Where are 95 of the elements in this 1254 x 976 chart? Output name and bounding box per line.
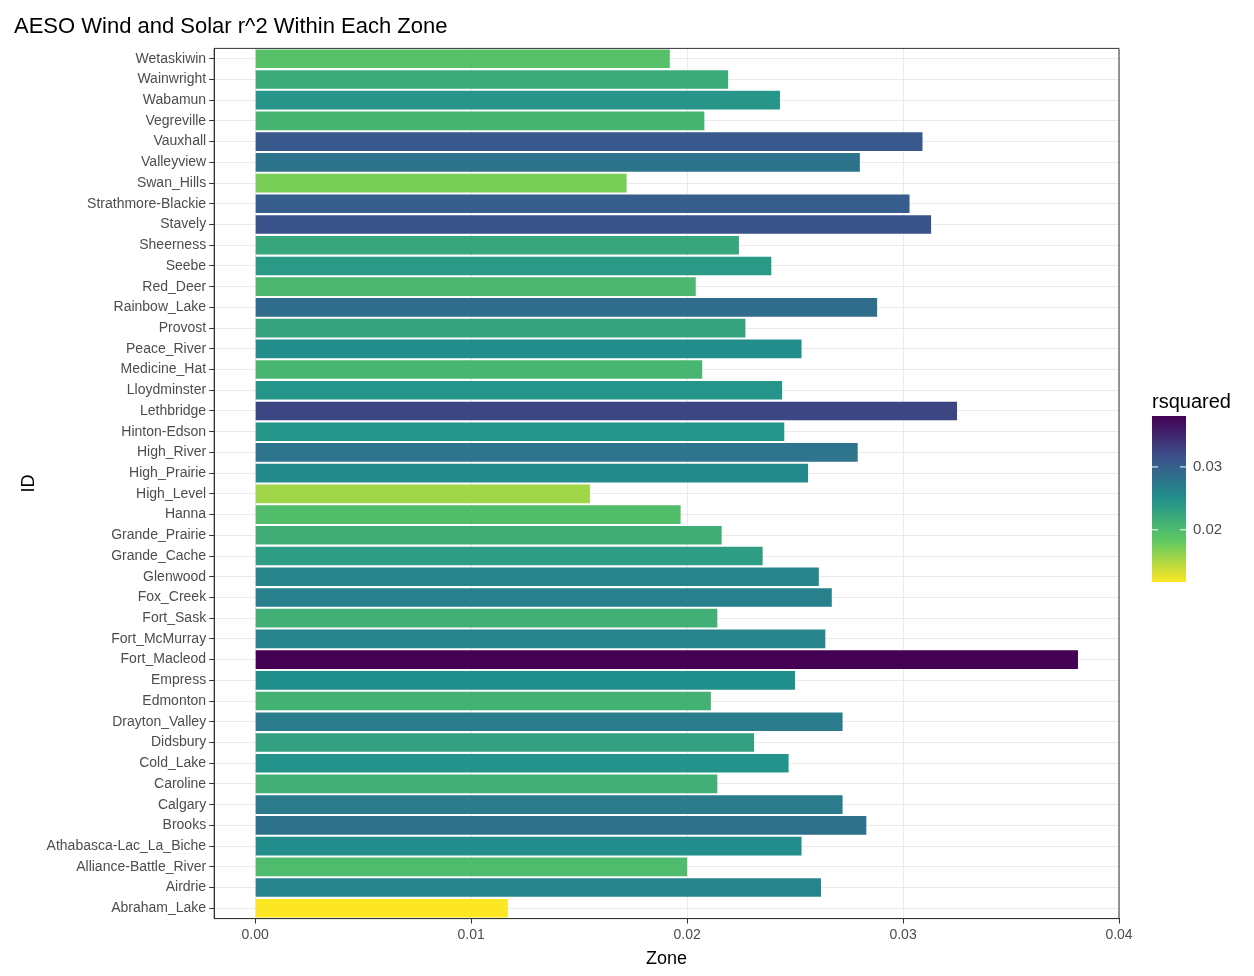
y-tick-label: High_Prairie [129, 464, 207, 480]
y-tick-label: Fort_McMurray [111, 629, 207, 646]
y-tick-label: Vauxhall [153, 132, 207, 149]
bar [255, 463, 809, 483]
y-axis-title: ID [17, 474, 38, 493]
y-tick-label: Edmonton [142, 691, 207, 708]
y-tick-label: Sheerness [139, 236, 207, 253]
bar [255, 401, 958, 421]
bar [255, 546, 763, 566]
color-bar-label: 0.03 [1193, 457, 1223, 475]
y-tick-label: Drayton_Valley [112, 712, 207, 729]
y-tick-label: Seebe [165, 256, 207, 273]
y-tick-label: Stavely [160, 215, 207, 232]
y-tick-label: Abraham_Lake [111, 899, 207, 916]
bar [255, 525, 722, 545]
bar [255, 816, 867, 835]
y-tick-label: Provost [158, 318, 207, 335]
y-tick-label: Fort_Sask [142, 609, 208, 626]
y-tick-label: Wainwright [137, 70, 207, 87]
bar [255, 608, 718, 628]
bar [255, 443, 858, 462]
bar [255, 733, 755, 752]
x-tick-label: 0.03 [889, 925, 917, 942]
bar [255, 380, 783, 400]
bar [255, 753, 789, 773]
y-tick-label: Peace_River [126, 339, 207, 356]
color-bar-label: 0.02 [1193, 519, 1223, 537]
y-tick-label: Alliance-Battle_River [76, 857, 207, 874]
bar [255, 153, 860, 172]
y-tick-label: Wabamun [142, 91, 207, 108]
x-tick-label: 0.02 [673, 925, 701, 942]
bar [255, 774, 718, 794]
bar [255, 173, 627, 193]
bar [255, 194, 910, 214]
x-tick-label: 0.01 [457, 925, 485, 942]
y-tick-label: Rainbow_Lake [113, 298, 207, 315]
y-tick-label: Calgary [157, 795, 207, 812]
y-tick-label: Vegreville [145, 111, 207, 128]
bar [255, 298, 878, 317]
y-tick-label: High_River [136, 443, 207, 460]
bar [255, 111, 705, 131]
x-tick-label: 0.04 [1105, 925, 1133, 942]
y-tick-label: Swan_Hills [136, 173, 207, 190]
y-tick-label: Caroline [154, 774, 207, 791]
y-tick-label: High_Level [136, 484, 207, 501]
y-tick-label: Grande_Prairie [111, 526, 207, 543]
y-tick-label: Empress [150, 671, 207, 688]
bar [255, 484, 590, 504]
bar [255, 671, 796, 690]
bar [255, 132, 923, 151]
bar [255, 49, 670, 69]
y-tick-label: Strathmore-Blackie [87, 194, 207, 211]
x-axis-title: Zone [646, 948, 688, 969]
bar [255, 650, 1078, 669]
y-tick-label: Didsbury [150, 733, 207, 750]
bar [255, 691, 711, 711]
y-tick-label: Athabasca-Lac_La_Biche [46, 836, 207, 853]
y-tick-label: Glenwood [143, 567, 207, 584]
bar [255, 629, 826, 649]
bar [255, 215, 932, 234]
y-tick-label: Lloydminster [126, 381, 207, 398]
y-tick-label: Hanna [164, 505, 207, 522]
y-tick-label: Fox_Creek [137, 588, 208, 605]
bar [255, 256, 772, 276]
bar [255, 588, 832, 607]
color-bar-title: rsquared [1152, 389, 1231, 412]
y-tick-label: Red_Deer [142, 277, 207, 294]
y-tick-label: Fort_Macleod [120, 650, 207, 667]
bar [255, 878, 821, 897]
bar [255, 836, 802, 856]
bar [255, 90, 780, 110]
y-tick-label: Cold_Lake [139, 754, 207, 771]
y-tick-label: Brooks [162, 816, 207, 833]
bar [255, 277, 696, 296]
bar [255, 422, 785, 442]
chart-title: AESO Wind and Solar r^2 Within Each Zone [14, 13, 448, 39]
y-tick-label: Airdrie [165, 878, 207, 895]
y-tick-label: Lethbridge [139, 401, 207, 418]
bar [255, 339, 802, 359]
bar [255, 857, 688, 877]
y-tick-label: Medicine_Hat [120, 360, 207, 377]
bar [255, 318, 746, 338]
bar [255, 795, 843, 814]
y-tick-label: Grande_Cache [111, 546, 207, 563]
bar [255, 360, 703, 379]
bar [255, 567, 819, 587]
y-tick-label: Wetaskiwin [135, 49, 207, 66]
y-tick-label: Valleyview [141, 153, 208, 170]
bar [255, 712, 843, 732]
bar [255, 70, 729, 89]
y-tick-label: Hinton-Edson [121, 422, 207, 439]
bar [255, 898, 508, 918]
x-tick-label: 0.00 [241, 925, 270, 942]
bar [255, 235, 739, 255]
bar [255, 505, 681, 524]
